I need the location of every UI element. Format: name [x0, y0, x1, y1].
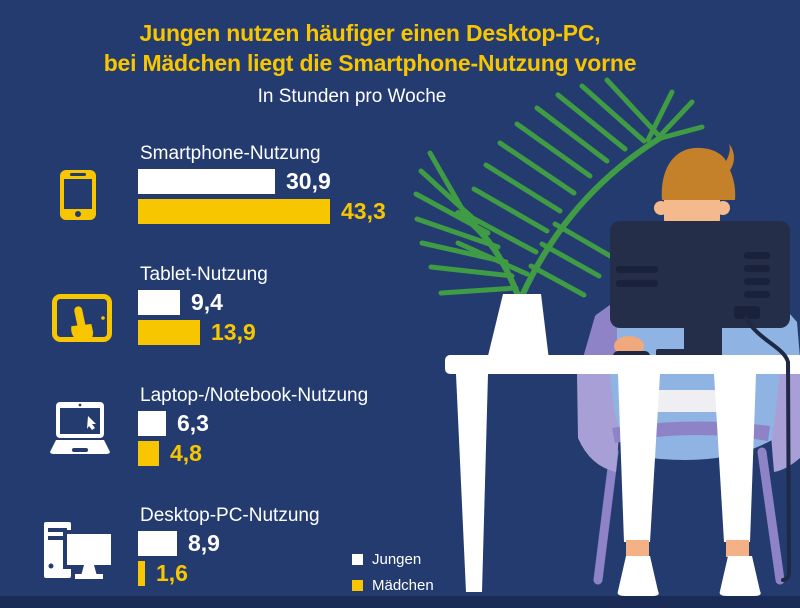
palm-plant — [413, 77, 705, 301]
keyboard — [656, 349, 686, 358]
person-hand — [614, 336, 644, 356]
laptop-icon — [48, 402, 112, 461]
legend-swatch-jungen — [352, 553, 363, 565]
smartphone-icon — [60, 170, 96, 225]
bar-value: 6,3 — [177, 410, 209, 436]
bar-jungen-laptop — [138, 411, 166, 436]
chart-subtitle: In Stunden pro Woche — [257, 86, 447, 107]
category-label: Tablet-Nutzung — [140, 264, 268, 285]
legend-swatch-maedchen — [352, 579, 363, 591]
person-legs — [617, 374, 761, 596]
bar-maedchen-smartphone — [138, 199, 330, 224]
category-label: Smartphone-Nutzung — [140, 143, 321, 164]
office-chair — [577, 374, 800, 585]
person-torso — [583, 293, 800, 358]
desk — [445, 355, 800, 592]
person-head — [654, 144, 736, 236]
category-label: Desktop-PC-Nutzung — [140, 505, 320, 526]
bar-value: 1,6 — [156, 560, 188, 586]
bar-maedchen-tablet — [138, 320, 200, 345]
category-label: Laptop-/Notebook-Nutzung — [140, 385, 369, 406]
bar-maedchen-desktop — [138, 561, 145, 586]
bar-jungen-desktop — [138, 531, 177, 556]
legend-item-jungen: Jungen — [352, 546, 434, 572]
legend-label: Mädchen — [372, 576, 434, 594]
title-line-2: bei Mädchen liegt die Smartphone-Nutzung… — [103, 50, 637, 76]
bar-maedchen-laptop — [138, 441, 159, 466]
legend-label: Jungen — [372, 550, 422, 568]
computer-mouse — [613, 351, 650, 362]
plant-pot — [487, 294, 549, 360]
bar-value: 8,9 — [188, 530, 220, 556]
mouse-cable — [744, 316, 792, 582]
monitor — [610, 221, 790, 360]
legend-item-maedchen: Mädchen — [352, 572, 434, 598]
tablet-touch-icon — [52, 294, 112, 357]
bar-value: 13,9 — [211, 319, 256, 345]
bar-value: 9,4 — [191, 289, 223, 315]
page-title: Jungen nutzen häufiger einen Desktop-PC,… — [0, 18, 740, 78]
bar-jungen-smartphone — [138, 169, 275, 194]
bar-value: 4,8 — [170, 440, 202, 466]
legend: Jungen Mädchen — [352, 546, 434, 598]
title-line-1: Jungen nutzen häufiger einen Desktop-PC, — [139, 20, 601, 46]
bar-value: 43,3 — [341, 198, 386, 224]
bar-value: 30,9 — [286, 168, 331, 194]
desktop-pc-icon — [44, 520, 116, 585]
bar-jungen-tablet — [138, 290, 180, 315]
